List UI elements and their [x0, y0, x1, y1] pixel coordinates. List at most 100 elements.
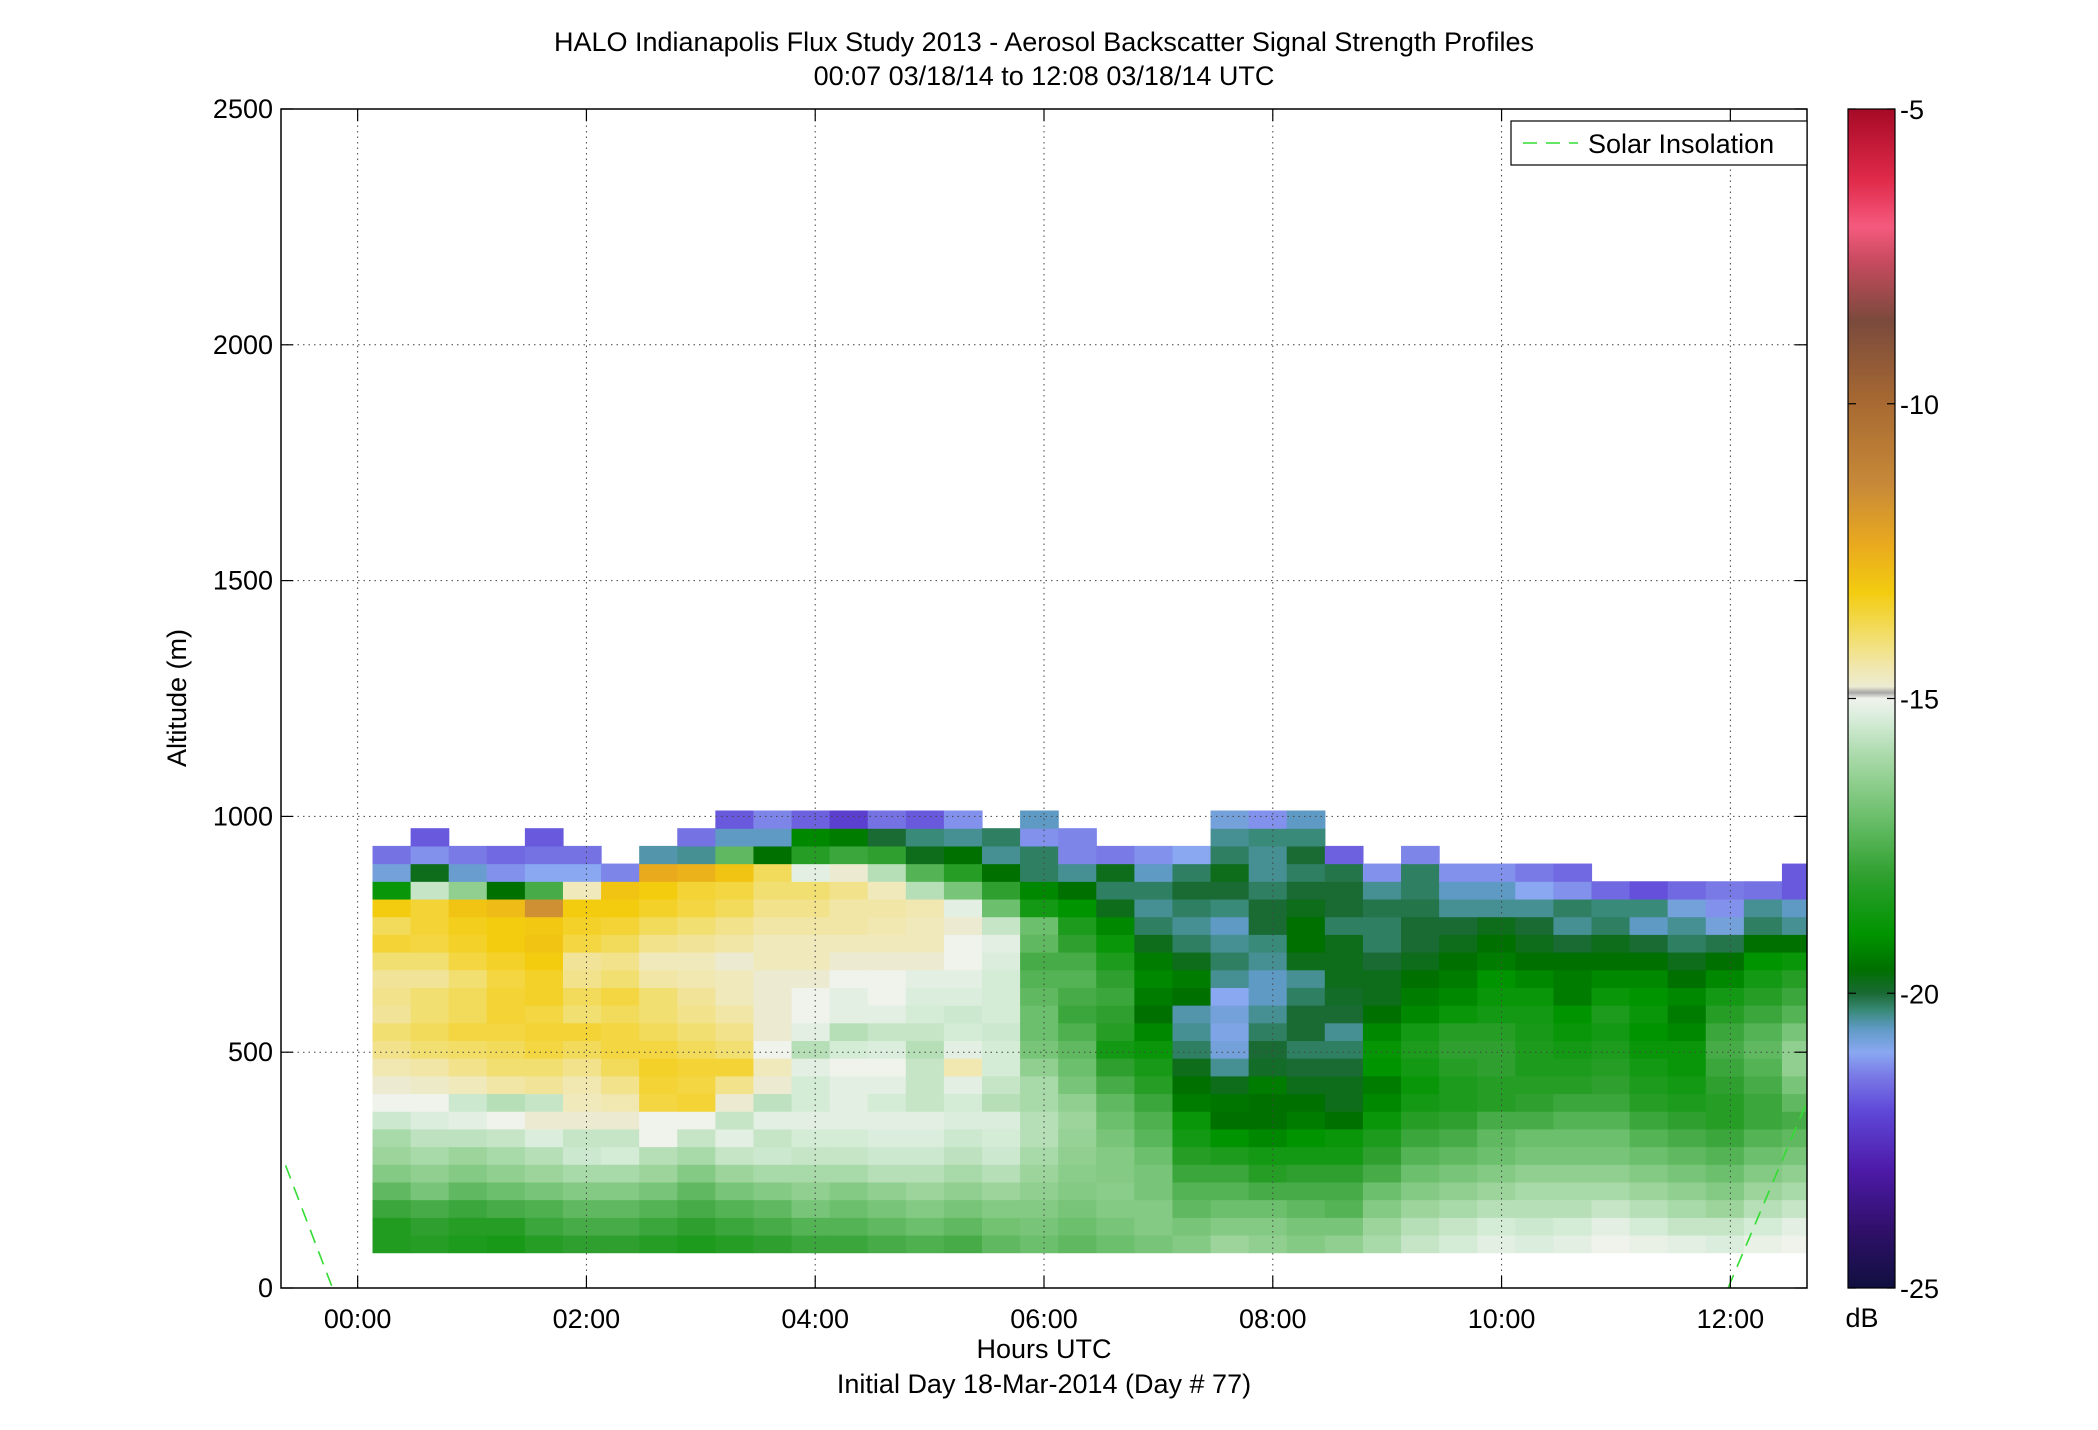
- heatmap-cell: [1972, 952, 2011, 970]
- heatmap-cell: [1096, 969, 1135, 988]
- heatmap-cell: [1172, 1005, 1212, 1024]
- heatmap-cell: [1896, 1129, 1935, 1147]
- heatmap-cell: [1591, 987, 1631, 1006]
- heatmap-cell: [1286, 863, 1326, 882]
- heatmap-cell: [1134, 1164, 1174, 1183]
- heatmap-cell: [1096, 1146, 1135, 1165]
- heatmap-cell: [1058, 898, 1097, 918]
- heatmap-cell: [410, 1093, 450, 1112]
- heatmap-cell: [1210, 987, 1250, 1006]
- heatmap-cell: [1934, 1093, 1973, 1111]
- heatmap-cell: [1477, 1164, 1516, 1183]
- heatmap-cell: [867, 916, 907, 935]
- heatmap-cell: [1515, 934, 1554, 953]
- heatmap-cell: [639, 1217, 678, 1236]
- heatmap-cell: [677, 1164, 716, 1183]
- heatmap-cell: [2087, 917, 2098, 935]
- legend-box: [1510, 120, 1808, 166]
- heatmap-cell: [1667, 898, 1707, 918]
- x-axis-label: Hours UTC: [976, 1334, 1111, 1364]
- heatmap-cell: [1667, 1058, 1707, 1077]
- heatmap-cell: [1553, 898, 1593, 918]
- heatmap-cell: [1629, 1199, 1669, 1218]
- heatmap-cell: [943, 1164, 983, 1183]
- heatmap-cell: [1743, 1128, 1783, 1148]
- heatmap-cell: [791, 1199, 831, 1218]
- colorbar-ticks: -25 -20 -15 -10 -5: [1848, 95, 1939, 1304]
- x-tick-label: 06:00: [1010, 1304, 1078, 1334]
- heatmap-cell: [1629, 1058, 1669, 1077]
- heatmap-cell: [1896, 1200, 1935, 1218]
- heatmap-cell: [1210, 898, 1250, 918]
- heatmap-cell: [1172, 951, 1212, 971]
- heatmap-cell: [2087, 1129, 2098, 1147]
- heatmap-cell: [1362, 951, 1402, 971]
- heatmap-cell: [1362, 916, 1402, 935]
- heatmap-cell: [1210, 916, 1250, 935]
- heatmap-cell: [1096, 1234, 1135, 1254]
- heatmap-cell: [410, 1005, 450, 1024]
- heatmap-cell: [410, 1111, 450, 1130]
- heatmap-cell: [372, 1217, 412, 1236]
- heatmap-cell: [2049, 1129, 2088, 1147]
- heatmap-cell: [524, 934, 564, 953]
- heatmap-cell: [601, 1075, 640, 1095]
- heatmap-cell: [1896, 1147, 1935, 1165]
- heatmap-cell: [1972, 1164, 2011, 1182]
- heatmap-cell: [791, 1146, 831, 1165]
- heatmap-cell: [448, 1164, 488, 1183]
- heatmap-cell: [867, 881, 907, 900]
- heatmap-cell: [715, 1111, 755, 1130]
- heatmap-cell: [448, 951, 488, 971]
- heatmap-cell: [715, 1164, 755, 1183]
- heatmap-cell: [524, 1199, 564, 1218]
- heatmap-cell: [1096, 1164, 1135, 1183]
- heatmap-cell: [1096, 881, 1135, 900]
- heatmap-cell: [1515, 1217, 1554, 1236]
- heatmap-cell: [1705, 1199, 1745, 1218]
- heatmap-cell: [943, 898, 983, 918]
- heatmap-cell: [1134, 934, 1174, 953]
- heatmap-cell: [448, 863, 488, 882]
- heatmap-cell: [1134, 1075, 1174, 1095]
- heatmap-cell: [448, 1181, 488, 1201]
- heatmap-cell: [867, 1199, 907, 1218]
- heatmap-cell: [1591, 934, 1631, 953]
- heatmap-cell: [791, 987, 831, 1006]
- heatmap-cell: [1477, 916, 1516, 935]
- heatmap-cell: [372, 1040, 412, 1059]
- heatmap-cell: [1248, 916, 1288, 935]
- heatmap-cell: [486, 987, 526, 1006]
- heatmap-cell: [1705, 1058, 1745, 1077]
- heatmap-cell: [1210, 1217, 1250, 1236]
- heatmap-cell: [1134, 881, 1174, 900]
- heatmap-cell: [448, 916, 488, 935]
- heatmap-cell: [2049, 1217, 2088, 1235]
- heatmap-cell: [2049, 970, 2088, 988]
- heatmap-cell: [1972, 1217, 2011, 1235]
- heatmap-cell: [1134, 916, 1174, 935]
- heatmap-cell: [410, 1181, 450, 1201]
- heatmap-cell: [372, 1111, 412, 1130]
- heatmap-cell: [562, 1075, 602, 1095]
- heatmap-cell: [562, 863, 602, 882]
- heatmap-cell: [1096, 1181, 1135, 1201]
- heatmap-cell: [1210, 1181, 1250, 1201]
- heatmap-cell: [753, 828, 793, 847]
- heatmap-cell: [1553, 1217, 1593, 1236]
- heatmap-cell: [1020, 810, 1059, 829]
- heatmap-cell: [639, 1181, 678, 1201]
- heatmap-cell: [753, 845, 793, 865]
- heatmap-cell: [982, 898, 1021, 918]
- heatmap-cell: [601, 1217, 640, 1236]
- heatmap-cell: [372, 881, 412, 900]
- heatmap-cell: [486, 1234, 526, 1254]
- heatmap-cell: [905, 916, 945, 935]
- heatmap-cell: [1667, 987, 1707, 1006]
- heatmap-cell: [1934, 1005, 1973, 1023]
- heatmap-cell: [524, 1128, 564, 1148]
- heatmap-cell: [1286, 845, 1326, 865]
- heatmap-cell: [486, 951, 526, 971]
- legend-label-solar-insolation: Solar Insolation: [1588, 129, 1774, 159]
- heatmap-cell: [677, 969, 716, 988]
